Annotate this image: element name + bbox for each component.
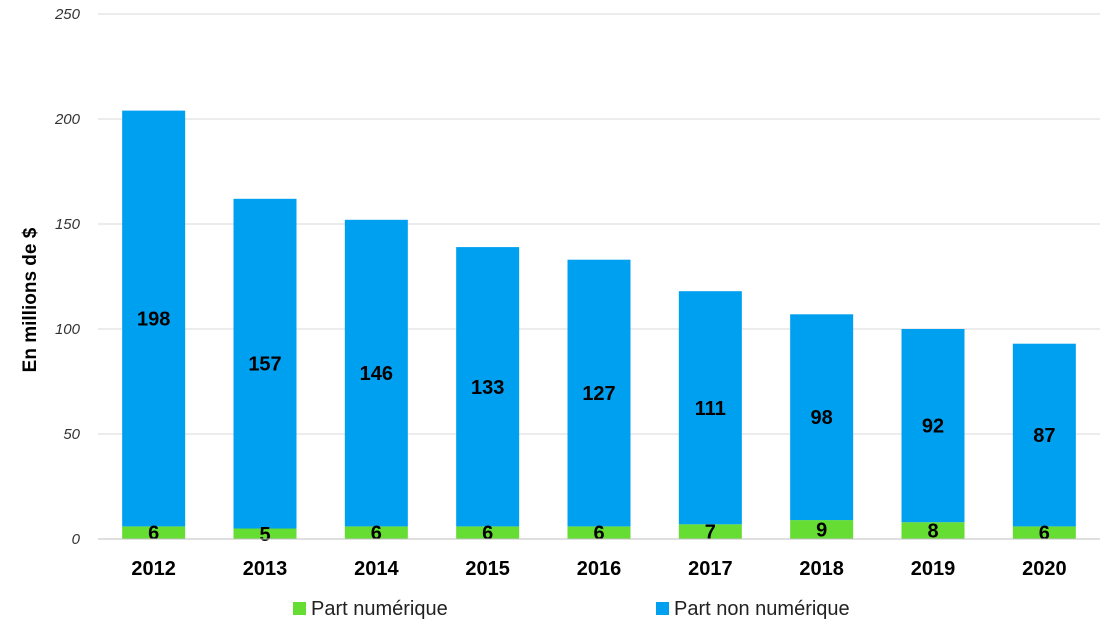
bar-numerique-2017 <box>678 524 742 539</box>
bar-non-numerique-2020 <box>1012 343 1076 527</box>
x-tick-label: 2013 <box>243 558 288 580</box>
bar-numerique-2013 <box>233 528 297 539</box>
data-labels: 6 198 5 157 6 146 6 133 6 127 7 111 9 98 8 92 6 87 <box>137 309 1055 546</box>
x-tick-label: 2017 <box>688 558 733 580</box>
y-tick-label: 200 <box>54 111 81 128</box>
legend-label: Part non numérique <box>674 598 850 620</box>
data-label: 198 <box>137 309 170 331</box>
y-tick-label: 250 <box>54 6 81 23</box>
data-label: 6 <box>1039 523 1050 545</box>
bars <box>122 110 1076 539</box>
bar-numerique-2020 <box>1012 526 1076 539</box>
data-label: 157 <box>248 354 281 376</box>
x-tick-label: 2019 <box>911 558 956 580</box>
legend: Part numérique Part non numérique <box>293 598 850 620</box>
bar-numerique-2012 <box>122 526 186 539</box>
legend-swatch <box>293 602 306 615</box>
x-tick-label: 2018 <box>799 558 844 580</box>
x-tick-label: 2014 <box>354 558 399 580</box>
bar-numerique-2014 <box>344 526 408 539</box>
legend-label: Part numérique <box>311 598 448 620</box>
data-label: 133 <box>471 377 504 399</box>
x-tick-label: 2020 <box>1022 558 1067 580</box>
y-tick-label: 150 <box>55 216 81 233</box>
x-tick-label: 2016 <box>577 558 622 580</box>
x-tick-label: 2015 <box>465 558 510 580</box>
bar-numerique-2019 <box>901 522 965 539</box>
data-label: 7 <box>705 522 716 544</box>
data-label: 6 <box>148 523 159 545</box>
y-tick-label: 50 <box>63 426 80 443</box>
data-label: 6 <box>482 523 493 545</box>
y-axis-label: En millions de $ <box>20 227 41 372</box>
data-label: 9 <box>816 520 827 542</box>
bar-numerique-2018 <box>790 520 854 539</box>
data-label: 5 <box>259 524 270 546</box>
bar-non-numerique-2015 <box>456 247 520 527</box>
bar-numerique-2016 <box>567 526 631 539</box>
x-axis-ticks: 2012 2013 2014 2015 2016 2017 2018 2019 2020 <box>131 558 1066 580</box>
data-label: 98 <box>811 407 833 429</box>
bar-non-numerique-2019 <box>901 329 965 523</box>
legend-swatch <box>656 602 669 615</box>
data-label: 92 <box>922 416 944 438</box>
data-label: 146 <box>360 363 393 385</box>
bar-numerique-2015 <box>456 526 520 539</box>
bar-non-numerique-2014 <box>344 219 408 527</box>
bar-non-numerique-2017 <box>678 291 742 525</box>
y-axis-ticks: 0 50 100 150 200 250 <box>54 6 81 548</box>
x-tick-label: 2012 <box>131 558 176 580</box>
data-label: 127 <box>582 383 615 405</box>
bar-non-numerique-2018 <box>790 314 854 521</box>
data-label: 8 <box>927 521 938 543</box>
data-label: 87 <box>1033 425 1055 447</box>
data-label: 6 <box>371 523 382 545</box>
bar-non-numerique-2013 <box>233 198 297 529</box>
y-tick-label: 0 <box>72 531 81 548</box>
data-label: 6 <box>593 523 604 545</box>
bar-non-numerique-2016 <box>567 259 631 527</box>
bar-non-numerique-2012 <box>122 110 186 527</box>
data-label: 111 <box>695 398 726 420</box>
y-tick-label: 100 <box>55 321 81 338</box>
